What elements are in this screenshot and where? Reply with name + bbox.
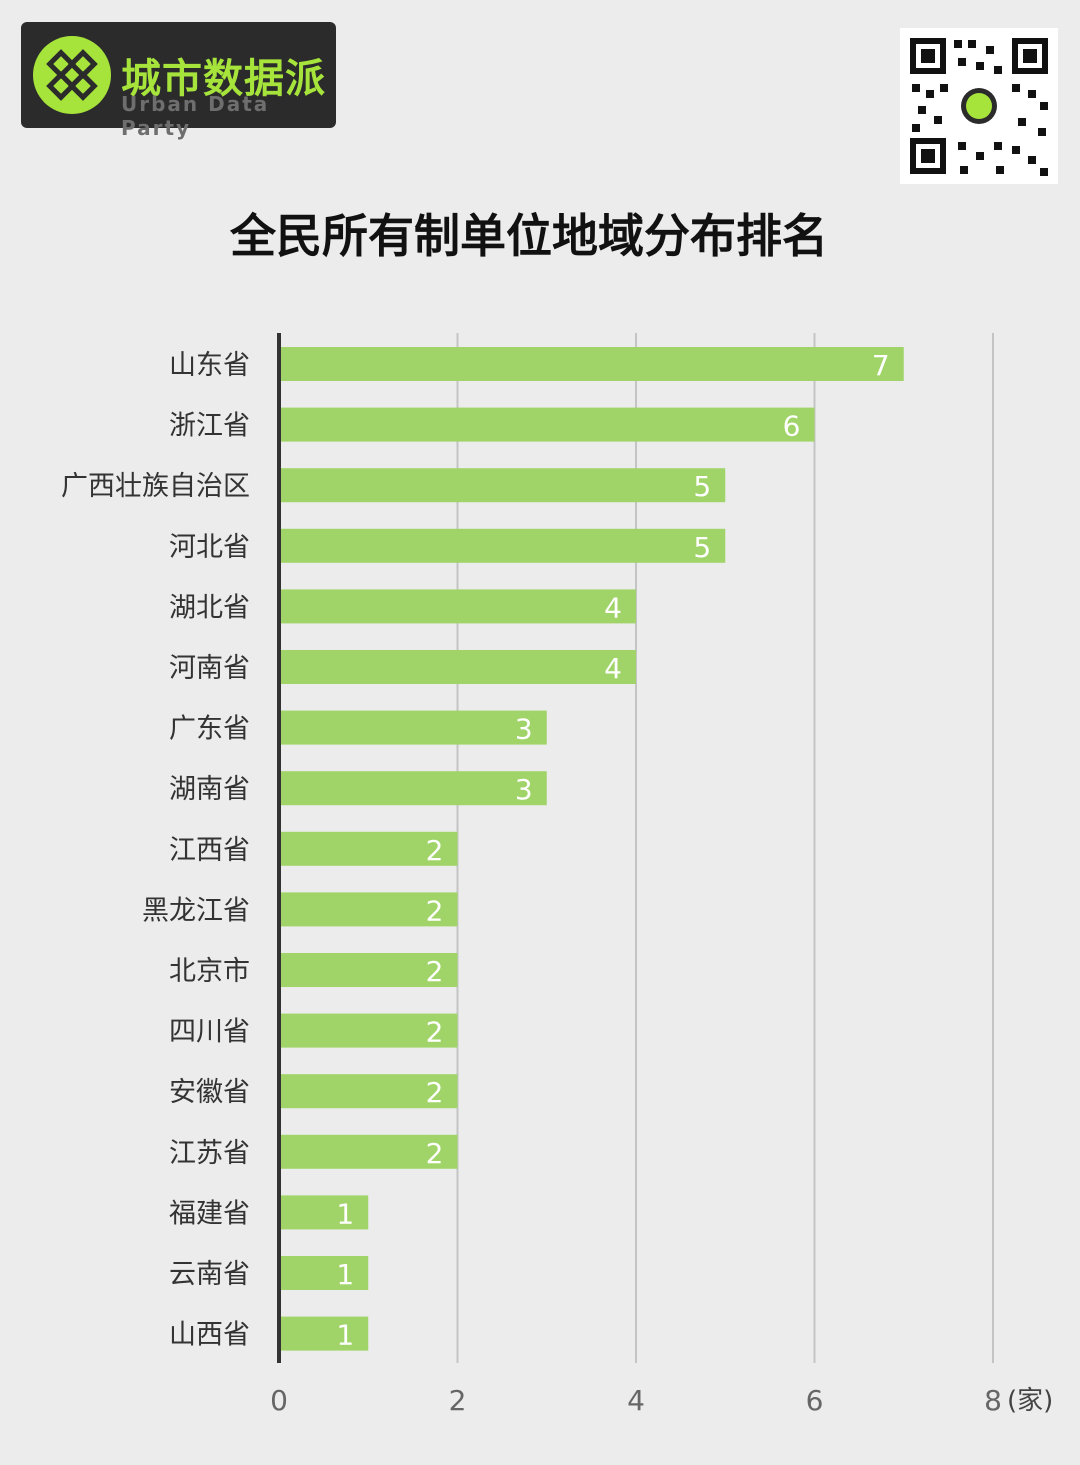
data-label: 3	[515, 773, 533, 806]
category-label: 山西省	[169, 1320, 250, 1351]
bar	[279, 1195, 369, 1230]
bar	[279, 710, 547, 745]
category-label: 浙江省	[169, 411, 250, 442]
brand-mark-icon	[33, 36, 111, 114]
bar	[279, 1074, 458, 1109]
bar	[279, 1256, 369, 1290]
bar	[279, 1134, 458, 1169]
category-label: 广东省	[169, 714, 250, 745]
x-tick-label: 6	[806, 1384, 824, 1417]
brand-logo: 城市数据派 Urban Data Party	[21, 22, 336, 140]
bar	[279, 892, 458, 927]
data-label: 1	[336, 1319, 354, 1352]
category-label: 安徽省	[169, 1077, 250, 1108]
category-label: 云南省	[169, 1259, 250, 1290]
bar	[279, 1316, 369, 1351]
category-label: 河北省	[169, 532, 250, 563]
bar	[279, 347, 904, 381]
bar	[279, 468, 726, 503]
bar	[279, 953, 458, 987]
data-label: 5	[693, 470, 711, 503]
data-label: 2	[426, 1137, 444, 1170]
data-label: 2	[426, 1076, 444, 1109]
category-label: 广西壮族自治区	[61, 471, 250, 502]
bar	[279, 589, 636, 624]
category-label: 福建省	[169, 1198, 250, 1229]
brand-name-cn: 城市数据派	[121, 56, 326, 102]
category-label: 湖南省	[169, 774, 250, 805]
bar	[279, 407, 815, 442]
data-label: 6	[783, 410, 801, 443]
brand-name-en: Urban Data Party	[121, 92, 270, 140]
qr-code-icon	[900, 28, 1058, 184]
bar	[279, 771, 547, 806]
x-tick-label: 8	[984, 1384, 1002, 1417]
category-label: 湖北省	[169, 592, 250, 623]
x-tick-label: 0	[270, 1384, 288, 1417]
data-label: 4	[604, 591, 622, 624]
category-label: 四川省	[169, 1017, 250, 1048]
bar	[279, 831, 458, 866]
data-label: 2	[426, 1016, 444, 1049]
category-label: 河南省	[169, 653, 250, 684]
data-label: 7	[872, 349, 890, 382]
category-label: 黑龙江省	[142, 895, 250, 926]
data-label: 2	[426, 834, 444, 867]
x-unit-label: (家)	[1007, 1386, 1053, 1416]
data-label: 3	[515, 713, 533, 746]
category-label: 山东省	[169, 350, 250, 381]
chart-title: 全民所有制单位地域分布排名	[230, 209, 828, 263]
bar	[279, 650, 636, 684]
data-label: 1	[336, 1258, 354, 1291]
data-label: 1	[336, 1197, 354, 1230]
x-tick-label: 2	[449, 1384, 467, 1417]
data-label: 2	[426, 955, 444, 988]
category-label: 北京市	[169, 956, 250, 987]
bar	[279, 1013, 458, 1048]
bar	[279, 528, 726, 563]
category-label: 江苏省	[169, 1138, 250, 1169]
data-label: 5	[693, 531, 711, 564]
data-label: 4	[604, 652, 622, 685]
category-label: 江西省	[169, 835, 250, 866]
data-label: 2	[426, 894, 444, 927]
x-tick-label: 4	[627, 1384, 645, 1417]
